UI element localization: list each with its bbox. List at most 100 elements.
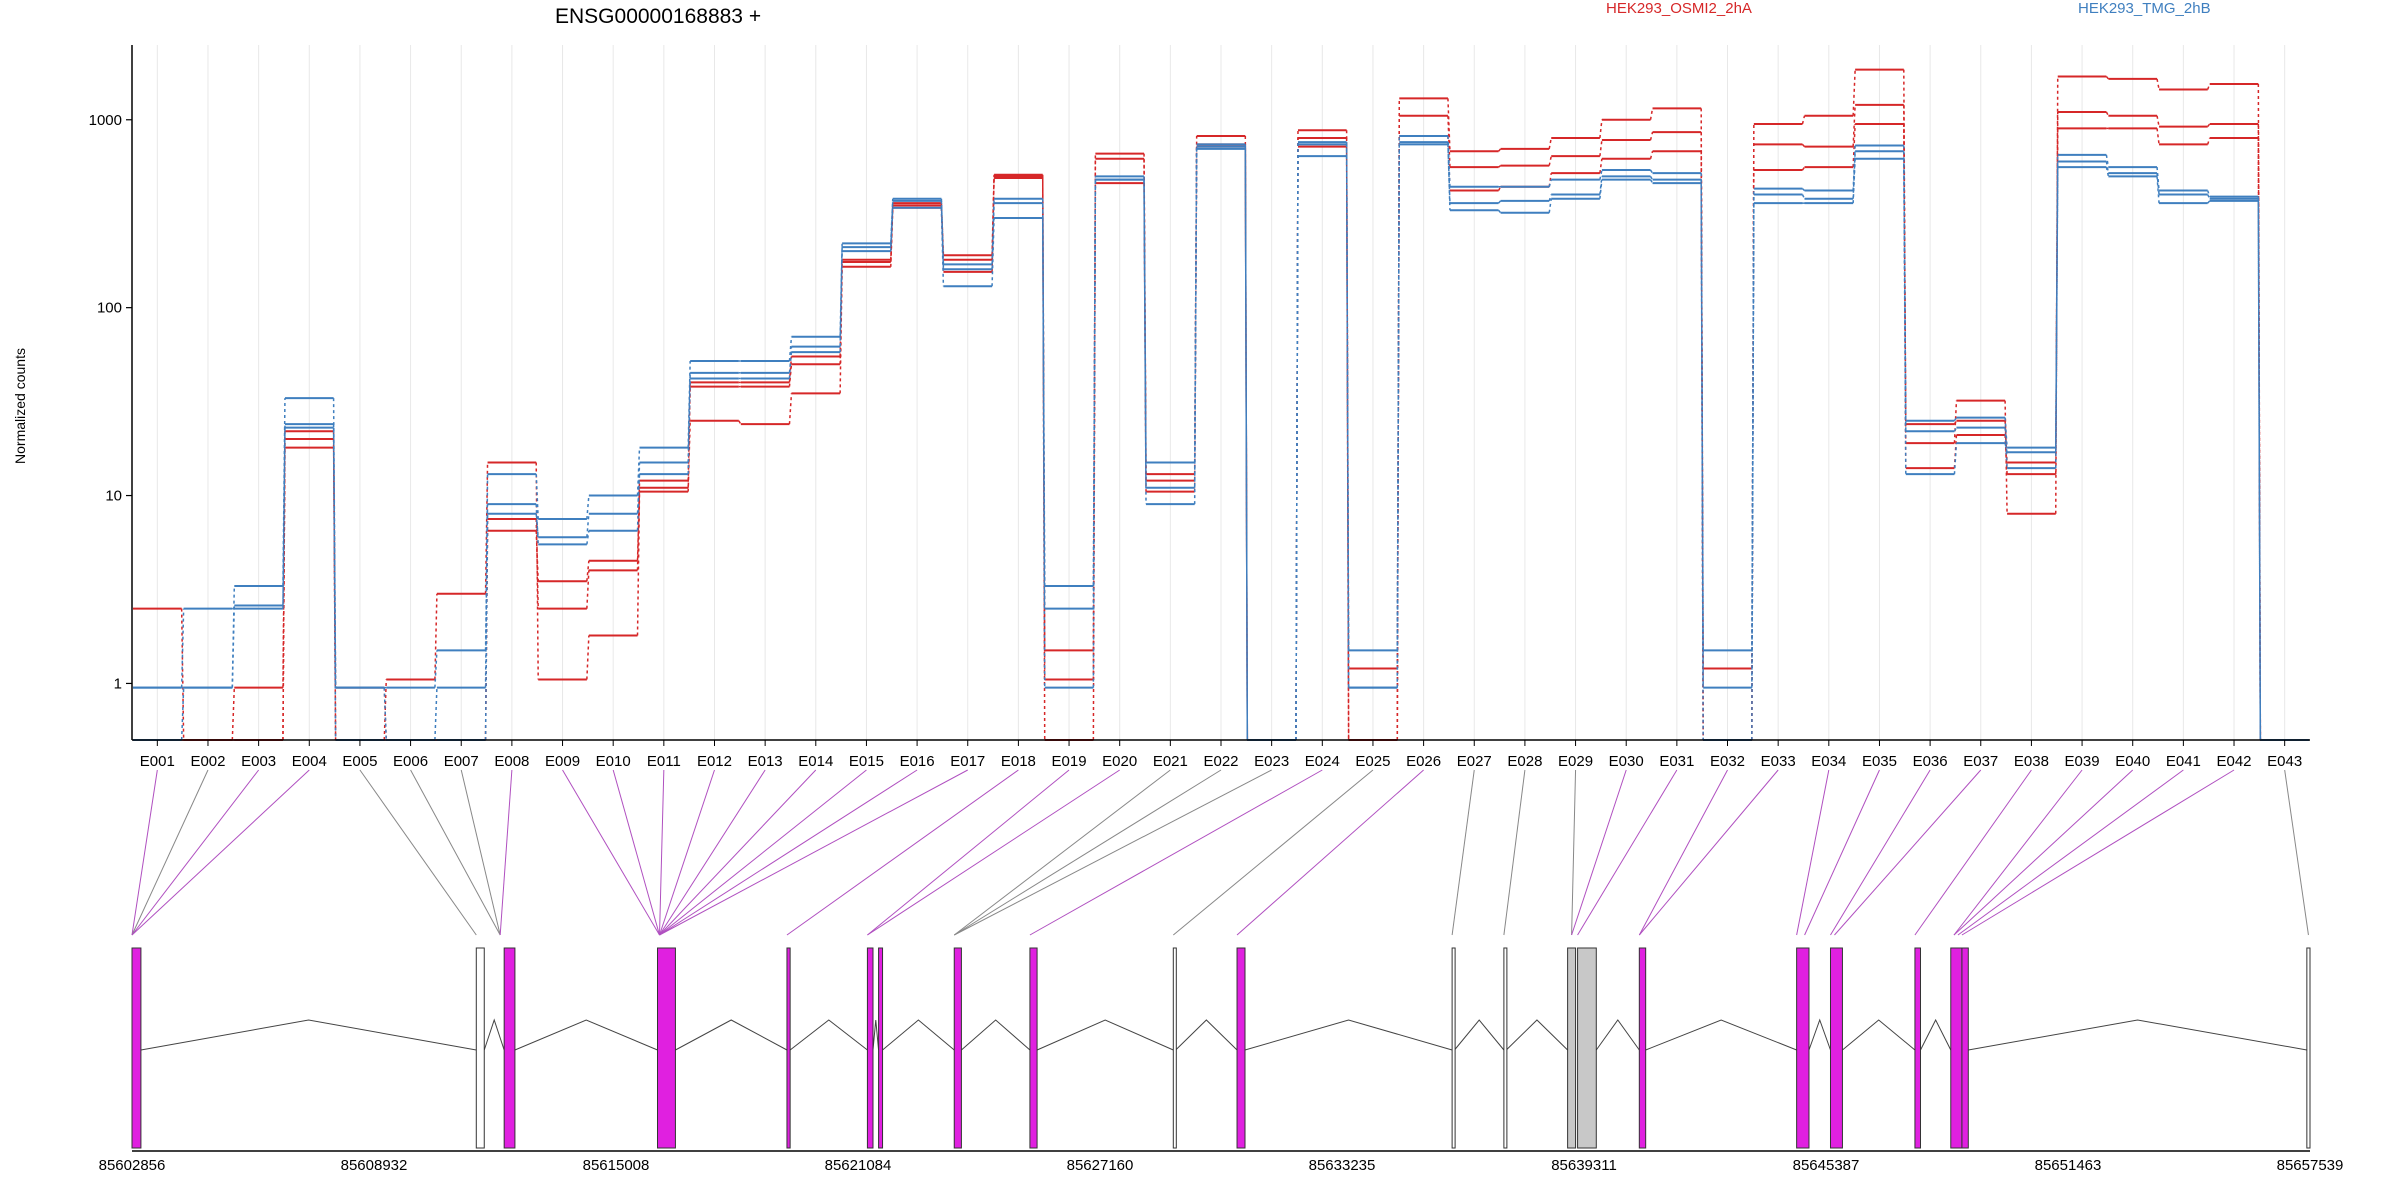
series-step [890, 200, 894, 248]
series-step [586, 570, 590, 609]
series-step [1751, 194, 1755, 741]
series-step [1852, 104, 1856, 147]
exon-block [131, 947, 142, 1149]
genome-coordinate-label: 85639311 [1551, 1157, 1617, 1174]
series-step [1903, 151, 1907, 432]
series-step [484, 513, 489, 741]
exon-label-E021: E021 [1153, 753, 1188, 770]
series-step [2207, 194, 2211, 200]
genome-coordinate-label: 85602856 [99, 1157, 166, 1174]
exon-label-E018: E018 [1001, 753, 1036, 770]
exon-label-E029: E029 [1558, 753, 1593, 770]
exon-label-E022: E022 [1203, 753, 1238, 770]
y-axis-label: Normalized counts [12, 348, 28, 464]
series-step [636, 474, 641, 514]
exon-label-E027: E027 [1457, 753, 1492, 770]
exon-block [1172, 947, 1177, 1149]
exon-block [1829, 947, 1843, 1149]
series-step [535, 504, 539, 545]
series-step [1649, 175, 1654, 181]
exon-link-lines [131, 769, 2309, 936]
exon-label-E031: E031 [1659, 753, 1694, 770]
exon-link-line [1577, 769, 1678, 936]
exon-label-E030: E030 [1609, 753, 1644, 770]
y-tick-label: 1000 [89, 112, 122, 129]
series-step [1498, 200, 1502, 204]
series-step [2156, 128, 2160, 145]
series-step [2257, 198, 2262, 741]
exon-label-E023: E023 [1254, 753, 1289, 770]
series-step [1396, 144, 1401, 688]
exon-label-E020: E020 [1102, 753, 1137, 770]
exon-link-line [659, 769, 968, 936]
exon-label-E026: E026 [1406, 753, 1441, 770]
exon-label-E015: E015 [849, 753, 884, 770]
exon-label-E013: E013 [748, 753, 783, 770]
series-step [2105, 166, 2110, 177]
genome-coordinate-label: 85621084 [825, 1157, 892, 1174]
genome-coordinate-label: 85657539 [2277, 1157, 2344, 1174]
exon-link-line [1834, 769, 1982, 936]
intron-line [483, 1018, 505, 1051]
exon-label-E042: E042 [2216, 753, 2251, 770]
exon-label-E037: E037 [1963, 753, 1998, 770]
y-tick-label: 1 [114, 675, 122, 692]
series-step [2206, 83, 2211, 90]
series-step [1953, 427, 1958, 432]
exon-link-line [1957, 769, 2184, 936]
exon-label-E017: E017 [950, 753, 985, 770]
series-step [1801, 194, 1806, 200]
series-step [282, 424, 286, 609]
intron-line [1968, 1019, 2307, 1051]
series-step [1548, 156, 1552, 166]
exon-block [1577, 947, 1597, 1149]
series-step [1497, 186, 1502, 191]
series-step [2206, 137, 2211, 145]
series-step [434, 687, 438, 741]
series-step [1092, 176, 1097, 688]
exon-link-line [786, 769, 1019, 936]
exon-label-E012: E012 [697, 753, 732, 770]
series-step [2004, 427, 2008, 469]
series-step [383, 679, 388, 741]
exon-label-E040: E040 [2115, 753, 2150, 770]
intron-line [1036, 1019, 1174, 1051]
exon-link-line [659, 769, 715, 936]
exon-link-line [2284, 769, 2309, 936]
intron-line [872, 1019, 880, 1051]
exon-label-E032: E032 [1710, 753, 1745, 770]
series-step [788, 346, 793, 379]
exon-label-E014: E014 [798, 753, 833, 770]
intron-line [1920, 1018, 1952, 1051]
legend-entry-osmi2: HEK293_OSMI2_2hA [1606, 0, 1752, 17]
intron-line [675, 1019, 788, 1051]
series-step [434, 593, 438, 680]
exon-block [953, 947, 962, 1149]
series-step [1295, 142, 1299, 741]
series-step [1143, 179, 1147, 505]
series-step [2105, 111, 2110, 117]
series-step [1548, 137, 1552, 150]
intron-line [1175, 1019, 1238, 1051]
series-step [788, 336, 793, 362]
exon-block [2306, 947, 2311, 1149]
series-step [2207, 200, 2211, 204]
series-step [1041, 203, 1046, 688]
series-step [586, 530, 590, 545]
exon-link-line [1503, 769, 1526, 936]
series-step [180, 608, 185, 688]
series-step [2206, 190, 2211, 197]
exon-label-E001: E001 [140, 753, 175, 770]
series-step [1903, 158, 1907, 475]
series-step [1447, 144, 1451, 204]
exon-link-line [1571, 769, 1627, 936]
intron-line [1645, 1019, 1797, 1051]
exon-label-E009: E009 [545, 753, 580, 770]
series-step [535, 462, 539, 680]
series-step [484, 462, 489, 594]
series-step [1953, 443, 1958, 475]
exon-block [1914, 947, 1922, 1149]
series-step [2156, 78, 2160, 90]
exon-link-line [1638, 769, 1728, 936]
